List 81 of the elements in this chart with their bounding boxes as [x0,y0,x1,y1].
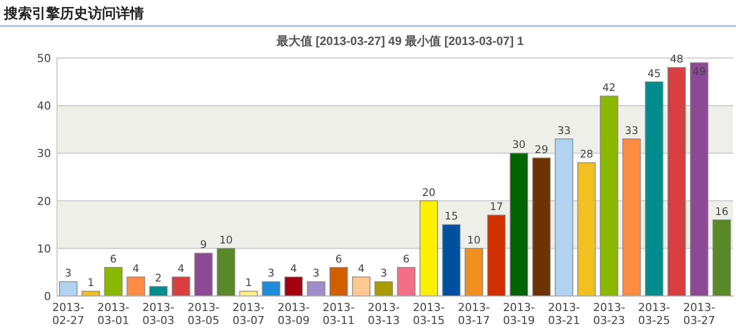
bar [577,162,596,296]
bar [600,96,618,296]
data-label: 1 [245,277,252,290]
bar [712,219,731,296]
data-label: 17 [490,201,504,214]
bar [149,286,168,296]
bar [104,267,123,296]
bar [374,281,393,296]
chart-title: 搜索引擎历史访问详情 [3,5,144,21]
bar [510,152,528,296]
x-tick-label: 2013-03-17 [458,301,490,327]
data-label: 2 [155,272,162,284]
x-tick-label: 2013-03-07 [232,301,265,327]
data-label: 3 [64,268,72,280]
data-label: 3 [380,268,388,280]
bar [554,138,574,296]
bar [442,224,461,296]
bar [622,138,641,296]
data-label: 3 [312,268,320,280]
bar [420,200,438,296]
x-tick-label: 2013-03-21 [548,301,580,327]
data-label: 9 [200,239,207,252]
bar [464,248,484,296]
bar [172,276,190,296]
data-label: 4 [132,262,140,275]
data-label: 10 [467,234,481,246]
data-label: 6 [110,253,117,266]
bar [352,276,370,296]
data-label: 49 [692,66,706,78]
y-tick-label: 50 [37,52,51,65]
data-label: 6 [402,253,410,266]
chart-subtitle: 最大值 [2013-03-27] 49 最小值 [2013-03-07] 1 [275,34,524,48]
bar [487,214,506,296]
data-label: 6 [335,253,342,266]
x-tick-label: 2013-03-01 [97,301,130,327]
data-label: 3 [268,268,274,280]
bar [262,281,280,296]
y-tick-label: 10 [37,242,51,256]
x-tick-label: 2013-02-27 [52,301,84,327]
bar [59,281,78,296]
bar [397,267,416,296]
data-label: 4 [290,262,298,275]
x-tick-label: 2013-03-15 [412,301,445,327]
bar [644,81,664,296]
bar [667,67,686,296]
data-label: 1 [87,277,94,290]
data-label: 16 [715,206,729,218]
bar [690,62,708,296]
data-label: 4 [358,262,365,275]
bar [329,267,348,296]
bar [306,281,326,296]
x-tick-label: 2013-03-27 [683,301,716,327]
bar [532,158,551,296]
data-label: 30 [512,139,526,152]
x-tick-label: 2013-03-03 [142,301,174,327]
data-label: 4 [178,262,185,275]
data-label: 10 [219,234,233,246]
x-tick-label: 2013-03-11 [322,301,355,327]
data-label: 33 [557,124,571,137]
data-label: 45 [647,68,661,80]
y-tick-label: 20 [37,194,51,208]
data-label: 42 [602,82,616,94]
x-tick-label: 2013-03-13 [368,301,400,327]
bar [126,276,146,296]
bar [284,276,303,296]
y-tick-label: 30 [37,147,51,160]
data-label: 15 [444,210,458,223]
data-label: 29 [534,144,548,156]
x-tick-label: 2013-03-09 [278,301,310,327]
bar [194,252,213,296]
x-tick-label: 2013-03-19 [502,301,535,327]
data-label: 33 [624,124,638,137]
data-label: 20 [422,186,436,199]
bar [216,248,236,296]
y-tick-label: 40 [37,100,51,113]
x-tick-label: 2013-03-05 [187,301,220,327]
y-tick-label: 0 [44,290,51,303]
x-tick-label: 2013-03-23 [593,301,626,327]
x-tick-label: 2013-03-25 [638,301,670,327]
data-label: 28 [580,148,594,161]
data-label: 48 [670,54,684,66]
